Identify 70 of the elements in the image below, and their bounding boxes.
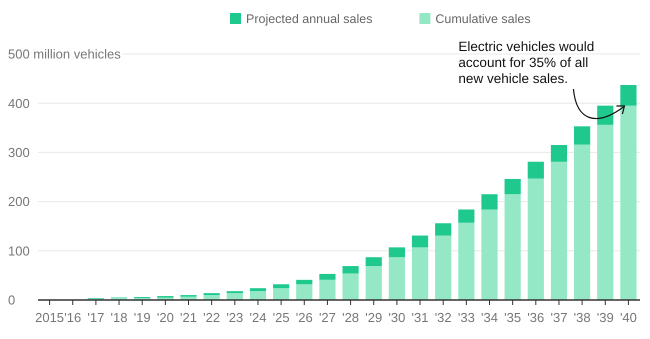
bar: [412, 236, 428, 248]
bar: [435, 236, 452, 300]
bar: [250, 288, 266, 292]
bar: [342, 266, 359, 274]
bar: [597, 124, 614, 300]
y-tick-label: 0: [8, 292, 16, 308]
legend-label: Cumulative sales: [435, 12, 531, 26]
bar: [528, 162, 544, 178]
x-tick-label: '39: [596, 310, 614, 325]
bar: [412, 247, 428, 300]
bar: [597, 106, 614, 125]
x-tick-label: '24: [249, 310, 266, 325]
bar: [366, 257, 382, 266]
bar: [481, 209, 498, 300]
bar: [388, 247, 405, 258]
x-tick-label: '27: [318, 310, 336, 325]
x-tick-label: '37: [550, 310, 568, 325]
bar: [342, 273, 359, 300]
bar: [504, 178, 521, 194]
bar: [620, 84, 637, 106]
x-tick-label: '38: [574, 310, 591, 325]
x-tick-label: '23: [226, 310, 244, 325]
bar: [504, 194, 521, 300]
bar: [226, 293, 243, 300]
bar: [435, 223, 452, 236]
bar: [574, 126, 590, 145]
bar: [204, 295, 220, 300]
x-tick-label: '26: [296, 310, 313, 325]
x-tick-label: '31: [412, 310, 429, 325]
x-tick-label: '21: [180, 310, 197, 325]
x-tick-label: '40: [620, 310, 637, 325]
x-tick-label: '30: [388, 310, 406, 325]
x-tick-label: '29: [365, 310, 382, 325]
legend-label: Projected annual sales: [246, 12, 372, 26]
bar: [574, 144, 590, 300]
bar: [319, 280, 336, 300]
annotation: Electric vehicles would account for 35% of all new vehicle sales.: [458, 38, 594, 86]
x-tick-label: '17: [87, 310, 104, 325]
bar: [296, 280, 312, 284]
x-tick-label: '25: [272, 310, 290, 325]
y-tick-label: 500 million vehicles: [8, 46, 122, 62]
x-tick-label: '32: [434, 310, 452, 325]
bar: [620, 106, 637, 300]
x-tick-label: '28: [342, 310, 360, 325]
x-tick-label: '34: [481, 310, 498, 325]
bar: [388, 257, 405, 300]
y-tick-label: 300: [8, 144, 30, 160]
x-tick-label: '35: [504, 310, 522, 325]
x-tick-label: 2015: [35, 310, 64, 325]
bar: [458, 209, 474, 223]
x-tick-label: '19: [134, 310, 151, 325]
y-tick-label: 200: [8, 194, 30, 210]
bar: [250, 291, 266, 300]
bar: [458, 222, 474, 300]
bar: [366, 266, 382, 300]
bar: [550, 145, 568, 162]
x-tick-label: '16: [64, 310, 82, 325]
bar: [319, 274, 336, 280]
x-tick-label: '18: [110, 310, 128, 325]
bar: [273, 288, 290, 300]
bar: [296, 284, 312, 300]
x-tick-label: '36: [527, 310, 544, 325]
y-tick-label: 100: [8, 243, 30, 258]
bar: [528, 178, 544, 300]
bar: [481, 194, 498, 210]
bar: [550, 162, 568, 300]
y-tick-label: 400: [8, 96, 30, 111]
x-tick-label: '20: [156, 310, 174, 325]
x-tick-label: '33: [458, 310, 475, 325]
x-tick-label: '22: [203, 310, 220, 325]
